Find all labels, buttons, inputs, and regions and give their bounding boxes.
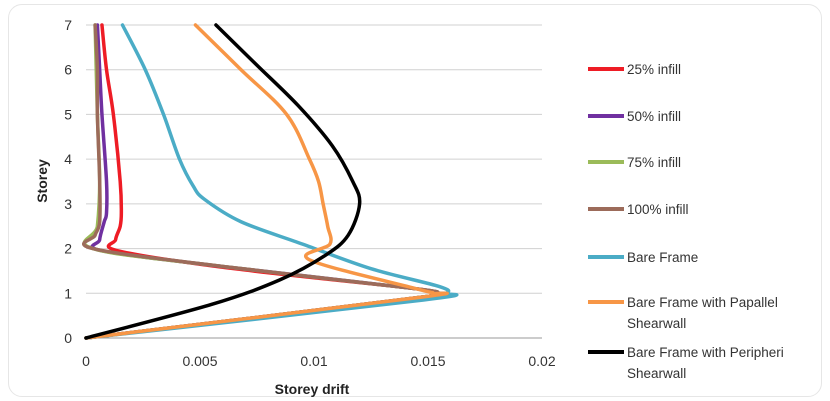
y-tick-label: 0 <box>64 330 72 346</box>
y-tick-label: 6 <box>64 62 72 78</box>
series-line-bare-frame-with-papallel-shearwall <box>84 23 449 340</box>
y-tick-label: 2 <box>64 241 72 257</box>
series-line-bare-frame <box>84 23 459 340</box>
y-tick-label: 4 <box>64 151 72 167</box>
series-lines <box>82 23 459 340</box>
series-line-50-infill <box>84 23 449 340</box>
series-line-bare-frame-with-peripheri-shearwall <box>84 23 362 340</box>
legend-label-bare-frame-with-papallel-shearwall: Bare Frame with Papallel Shearwall <box>627 295 778 331</box>
y-tick-label: 7 <box>64 17 72 33</box>
y-tick-label: 3 <box>64 196 72 212</box>
legend-label-bare-frame-with-peripheri-shearwall: Bare Frame with Peripheri Shearwall <box>627 345 784 381</box>
x-tick-label: 0.02 <box>528 353 555 369</box>
series-line-25-infill <box>84 23 449 340</box>
x-tick-label: 0 <box>82 353 90 369</box>
x-tick-label: 0.01 <box>300 353 327 369</box>
legend-label-100-infill: 100% infill <box>627 202 689 217</box>
legend: 25% infill 50% infill 75% infill 100% infil… <box>588 62 784 381</box>
x-axis-title: Storey drift <box>275 381 350 397</box>
x-axis-ticks: 0 0.005 0.01 0.015 0.02 <box>82 353 556 369</box>
gridlines <box>86 24 542 294</box>
legend-label-25-infill: 25% infill <box>627 62 681 77</box>
x-tick-label: 0.015 <box>410 353 445 369</box>
y-tick-label: 1 <box>64 285 72 301</box>
chart-frame <box>8 4 822 397</box>
legend-label-75-infill: 75% infill <box>627 155 681 170</box>
x-tick-label: 0.005 <box>182 353 217 369</box>
legend-label-bare-frame: Bare Frame <box>627 250 698 265</box>
legend-label-50-infill: 50% infill <box>627 109 681 124</box>
y-tick-label: 5 <box>64 106 72 122</box>
y-axis-ticks: 0 1 2 3 4 5 6 7 <box>64 17 72 346</box>
y-axis-title: Storey <box>34 159 50 203</box>
